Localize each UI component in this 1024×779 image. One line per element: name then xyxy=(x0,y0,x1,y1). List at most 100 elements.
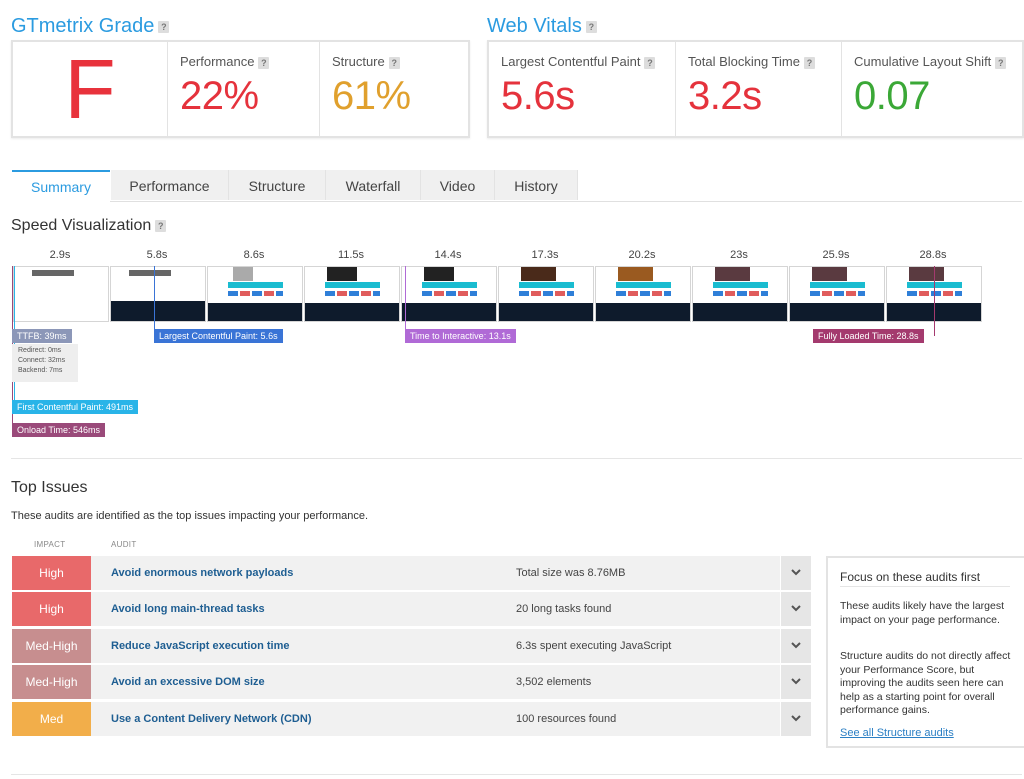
grade-letter-cell: F xyxy=(13,42,167,136)
filmstrip-frame[interactable] xyxy=(304,266,400,322)
structure-label: Structure? xyxy=(332,54,400,69)
lcp-label: Largest Contentful Paint? xyxy=(501,54,656,69)
frame-buttons xyxy=(616,291,671,296)
audit-name[interactable]: Avoid an excessive DOM size xyxy=(111,676,265,688)
help-icon[interactable]: ? xyxy=(995,56,1007,69)
help-icon[interactable]: ? xyxy=(585,20,597,33)
expand-button[interactable] xyxy=(780,629,811,663)
frame-dark-area xyxy=(499,303,593,321)
issue-row[interactable]: High Avoid long main-thread tasks 20 lon… xyxy=(12,592,811,626)
audit-value: Total size was 8.76MB xyxy=(516,567,626,579)
help-icon[interactable]: ? xyxy=(644,56,656,69)
frame-image xyxy=(812,267,847,281)
filmstrip-frame[interactable] xyxy=(692,266,788,322)
frame-dark-area xyxy=(208,303,302,321)
audit-name[interactable]: Avoid long main-thread tasks xyxy=(111,603,265,615)
frame-buttons xyxy=(228,291,283,296)
issue-row[interactable]: Med Use a Content Delivery Network (CDN)… xyxy=(12,702,811,736)
frame-image xyxy=(618,267,653,281)
issue-row[interactable]: Med-High Avoid an excessive DOM size 3,5… xyxy=(12,665,811,699)
impact-column-header: IMPACT xyxy=(34,540,66,549)
frame-buttons xyxy=(519,291,574,296)
report-tabs: Summary Performance Structure Waterfall … xyxy=(12,170,1022,202)
time-label: 17.3s xyxy=(531,249,559,261)
help-icon[interactable]: ? xyxy=(158,20,170,33)
lcp-cell: Largest Contentful Paint? 5.6s xyxy=(489,42,675,136)
time-label: 23s xyxy=(730,249,748,261)
vitals-title-text: Web Vitals xyxy=(487,15,582,37)
impact-badge: Med-High xyxy=(12,665,91,699)
frame-nav xyxy=(616,282,671,288)
frame-dark-area xyxy=(305,303,399,321)
time-label: 25.9s xyxy=(822,249,850,261)
tab-structure[interactable]: Structure xyxy=(229,170,326,200)
filmstrip-frame[interactable] xyxy=(595,266,691,322)
filmstrip-frame[interactable] xyxy=(110,266,206,322)
time-label: 2.9s xyxy=(49,249,71,261)
frame-nav xyxy=(713,282,768,288)
help-icon[interactable]: ? xyxy=(258,56,270,69)
structure-cell: Structure? 61% xyxy=(319,42,469,136)
filmstrip-frame[interactable] xyxy=(207,266,303,322)
time-label: 5.8s xyxy=(146,249,168,261)
tab-video[interactable]: Video xyxy=(421,170,495,200)
issue-row[interactable]: Med-High Reduce JavaScript execution tim… xyxy=(12,629,811,663)
performance-cell: Performance? 22% xyxy=(167,42,320,136)
tab-summary[interactable]: Summary xyxy=(12,170,110,202)
audit-name[interactable]: Use a Content Delivery Network (CDN) xyxy=(111,713,312,725)
audit-value: 6.3s spent executing JavaScript xyxy=(516,640,672,652)
frame-dark-area xyxy=(790,303,884,321)
frame-image xyxy=(424,267,454,281)
frame-dark-area xyxy=(402,303,496,321)
frame-nav xyxy=(228,282,283,288)
tab-waterfall[interactable]: Waterfall xyxy=(326,170,421,200)
tti-marker-line xyxy=(405,266,406,336)
frame-dark-area xyxy=(111,301,205,321)
issues-subtitle: These audits are identified as the top i… xyxy=(11,510,369,522)
grade-title: GTmetrix Grade? xyxy=(11,15,170,38)
filmstrip-frame[interactable] xyxy=(13,266,109,322)
help-icon[interactable]: ? xyxy=(804,56,815,69)
focus-paragraph-1: These audits likely have the largest imp… xyxy=(840,600,1005,626)
expand-button[interactable] xyxy=(780,665,811,699)
filmstrip-frame[interactable] xyxy=(789,266,885,322)
vitals-title: Web Vitals? xyxy=(487,15,597,38)
lcp-marker-label: Largest Contentful Paint: 5.6s xyxy=(154,329,283,343)
focus-divider xyxy=(840,586,1010,587)
time-label: 8.6s xyxy=(243,249,265,261)
chevron-down-icon xyxy=(791,715,801,722)
tbt-value: 3.2s xyxy=(688,74,762,118)
frame-dark-area xyxy=(693,303,787,321)
chevron-down-icon xyxy=(791,569,801,576)
audit-name[interactable]: Reduce JavaScript execution time xyxy=(111,640,290,652)
expand-button[interactable] xyxy=(780,556,811,590)
bottom-divider xyxy=(11,774,1022,775)
tab-performance[interactable]: Performance xyxy=(111,170,229,200)
focus-title: Focus on these audits first xyxy=(840,570,981,584)
fully-loaded-label: Fully Loaded Time: 28.8s xyxy=(813,329,924,343)
audit-name[interactable]: Avoid enormous network payloads xyxy=(111,567,294,579)
filmstrip-frame[interactable] xyxy=(498,266,594,322)
focus-paragraph-2: Structure audits do not directly affect … xyxy=(840,650,1011,716)
grade-card: F Performance? 22% Structure? 61% xyxy=(11,40,470,138)
frame-buttons xyxy=(422,291,477,296)
filmstrip-frame[interactable] xyxy=(401,266,497,322)
frame-buttons xyxy=(325,291,380,296)
impact-badge: Med-High xyxy=(12,629,91,663)
see-all-structure-link[interactable]: See all Structure audits xyxy=(840,727,954,739)
performance-value: 22% xyxy=(180,74,259,118)
time-label: 11.5s xyxy=(337,249,365,261)
frame-buttons xyxy=(713,291,768,296)
expand-button[interactable] xyxy=(780,592,811,626)
frame-dark-area xyxy=(596,303,690,321)
ttfb-details: Redirect: 0ms Connect: 32ms Backend: 7ms xyxy=(12,344,78,382)
fully-loaded-marker-line xyxy=(934,266,935,336)
expand-button[interactable] xyxy=(780,702,811,736)
frame-image xyxy=(233,267,253,281)
help-icon[interactable]: ? xyxy=(388,56,400,69)
cls-label: Cumulative Layout Shift? xyxy=(854,54,1007,69)
tab-history[interactable]: History xyxy=(495,170,578,200)
issue-row[interactable]: High Avoid enormous network payloads Tot… xyxy=(12,556,811,590)
help-icon[interactable]: ? xyxy=(155,219,167,232)
frame-nav xyxy=(519,282,574,288)
